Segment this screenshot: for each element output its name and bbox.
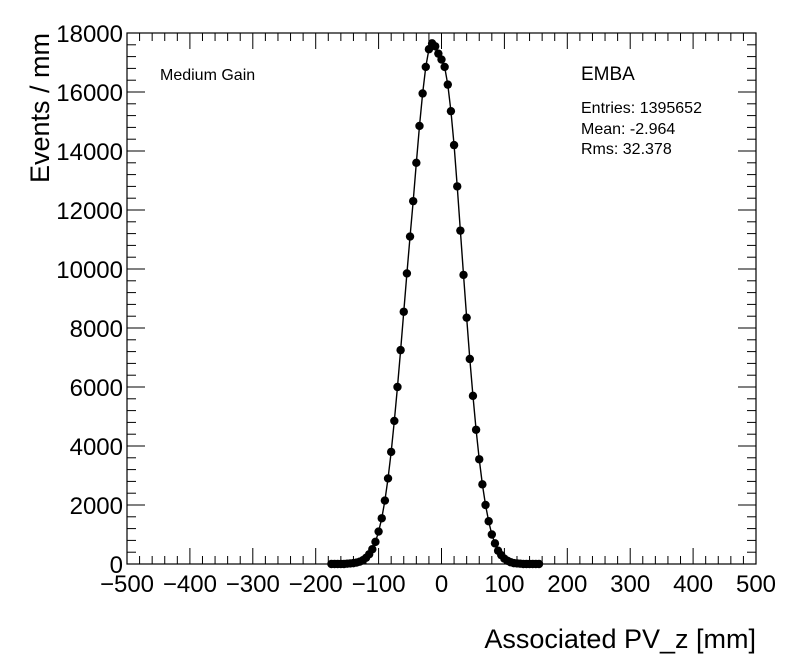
y-axis-title: Events / mm xyxy=(25,33,55,183)
data-point xyxy=(386,447,396,457)
x-axis-tick-labels: −500 −400 −300 −200 −100 0 100 200 300 400 500 xyxy=(100,571,776,598)
data-point xyxy=(396,345,405,355)
y-tick-label: 6000 xyxy=(70,375,123,402)
data-point xyxy=(368,545,377,554)
y-tick-label: 10000 xyxy=(56,257,123,284)
series-line xyxy=(331,42,539,565)
stats-rms: Rms: 32.378 xyxy=(581,141,672,158)
data-point xyxy=(437,55,446,64)
x-tick-label: −200 xyxy=(289,571,343,598)
x-tick-label: 0 xyxy=(435,571,448,598)
data-point xyxy=(415,121,424,131)
partition-label: EMBA xyxy=(581,64,635,85)
data-point xyxy=(459,270,468,280)
x-axis-title: Associated PV_z [mm] xyxy=(484,624,756,654)
data-point xyxy=(468,391,478,401)
data-point xyxy=(465,354,475,364)
y-axis-tick-labels: 0 2000 4000 6000 8000 10000 12000 14000 16000 180… xyxy=(56,21,123,579)
data-point xyxy=(431,42,440,51)
y-tick-label: 18000 xyxy=(56,21,123,48)
data-point xyxy=(377,514,386,523)
data-point xyxy=(390,416,399,426)
data-point xyxy=(380,496,390,505)
y-tick-label: 0 xyxy=(110,552,123,579)
y-tick-label: 2000 xyxy=(70,493,123,520)
data-point xyxy=(418,89,427,98)
stats-entries: Entries: 1395652 xyxy=(581,100,702,117)
data-point xyxy=(393,382,402,392)
data-point xyxy=(443,80,452,89)
y-tick-label: 8000 xyxy=(70,316,123,343)
data-point xyxy=(453,182,462,191)
data-point xyxy=(487,530,497,539)
x-tick-label: −500 xyxy=(100,571,154,598)
x-tick-label: 400 xyxy=(673,571,713,598)
x-tick-label: 100 xyxy=(484,571,524,598)
x-tick-label: −400 xyxy=(163,571,217,598)
data-point xyxy=(475,455,484,464)
y-axis-ticks xyxy=(127,32,756,565)
y-tick-label: 16000 xyxy=(56,80,123,107)
data-point xyxy=(481,500,490,510)
data-point xyxy=(371,537,380,547)
data-point xyxy=(374,527,383,536)
data-point xyxy=(383,474,393,483)
y-tick-label: 14000 xyxy=(56,139,123,166)
stats-mean: Mean: -2.964 xyxy=(581,121,675,138)
data-point xyxy=(446,106,456,116)
data-point xyxy=(456,226,465,235)
data-point xyxy=(399,307,408,316)
y-tick-label: 12000 xyxy=(56,198,123,225)
data-point xyxy=(405,232,415,241)
data-point xyxy=(408,196,418,206)
x-tick-label: −300 xyxy=(226,571,280,598)
data-series xyxy=(327,39,544,569)
x-tick-label: 500 xyxy=(736,571,776,598)
data-point xyxy=(484,517,493,526)
data-point xyxy=(478,480,487,489)
data-point xyxy=(440,62,449,72)
x-tick-label: 300 xyxy=(610,571,650,598)
data-point xyxy=(534,559,544,569)
y-tick-label: 4000 xyxy=(70,434,123,461)
data-point xyxy=(449,140,459,150)
data-point xyxy=(402,269,412,278)
data-point xyxy=(490,539,500,548)
x-tick-label: 200 xyxy=(547,571,587,598)
data-point xyxy=(462,313,471,322)
gain-label: Medium Gain xyxy=(160,67,255,84)
data-point xyxy=(412,158,421,167)
data-point xyxy=(471,425,481,434)
x-tick-label: −100 xyxy=(352,571,406,598)
data-point xyxy=(421,62,430,72)
